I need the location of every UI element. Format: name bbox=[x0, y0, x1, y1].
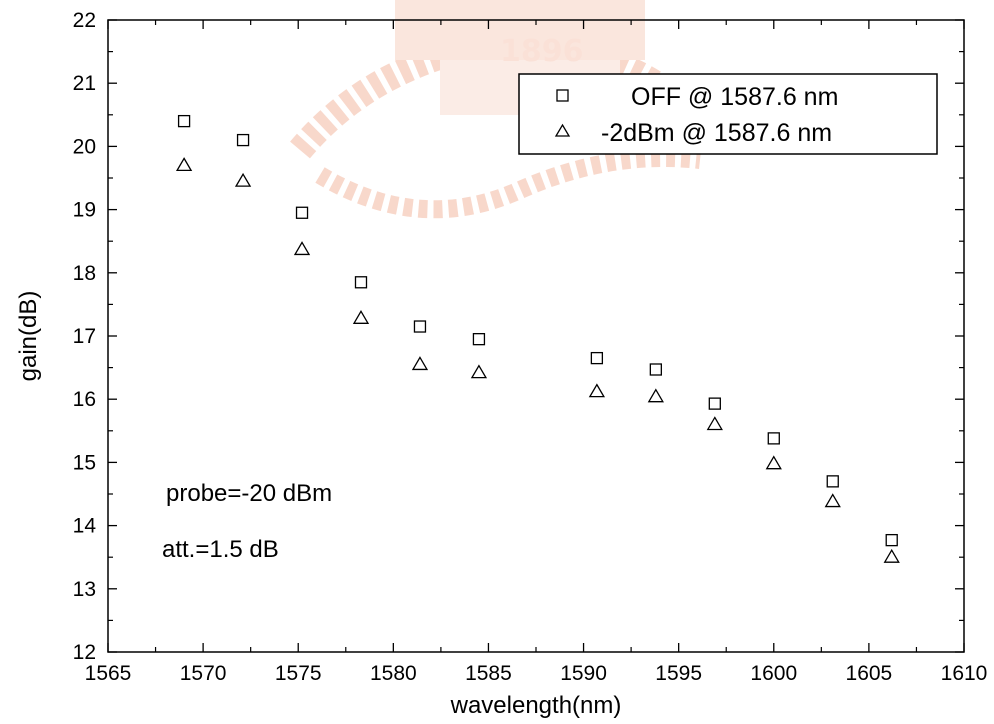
y-tick-label: 16 bbox=[73, 388, 96, 411]
triangle-data-point bbox=[175, 157, 193, 172]
triangle-data-point bbox=[352, 310, 370, 324]
triangle-data-point bbox=[706, 416, 723, 431]
square-data-point bbox=[295, 206, 309, 219]
annotation-probe: probe=-20 dBm bbox=[166, 480, 332, 507]
triangle-data-point bbox=[293, 241, 311, 256]
x-tick-label: 1575 bbox=[275, 662, 322, 685]
square-data-point bbox=[236, 133, 250, 147]
y-tick-label: 13 bbox=[73, 578, 96, 601]
y-axis-title: gain(dB) bbox=[15, 291, 42, 382]
y-tick-label: 14 bbox=[73, 515, 97, 538]
y-tick-label: 19 bbox=[73, 199, 96, 222]
x-tick-label: 1580 bbox=[370, 662, 417, 685]
annotation-att: att.=1.5 dB bbox=[162, 536, 279, 563]
legend-square-marker bbox=[556, 89, 569, 102]
triangle-data-point bbox=[647, 388, 664, 403]
triangle-data-point bbox=[883, 548, 900, 563]
y-tick-label: 21 bbox=[73, 72, 96, 95]
x-tick-label: 1590 bbox=[560, 662, 607, 685]
square-data-point bbox=[826, 475, 839, 488]
data-points bbox=[175, 114, 900, 563]
square-data-point bbox=[472, 333, 486, 346]
watermark-year: 1896 bbox=[500, 34, 584, 69]
y-tick-label: 18 bbox=[73, 262, 96, 285]
legend-triangle-marker bbox=[554, 123, 571, 137]
y-tick-label: 17 bbox=[73, 325, 96, 348]
legend-box bbox=[518, 73, 938, 155]
x-axis-title: wavelength(nm) bbox=[450, 692, 622, 719]
legend-label-2dbm: -2dBm @ 1587.6 nm bbox=[601, 119, 832, 147]
triangle-data-point bbox=[765, 455, 782, 470]
legend-label-off: OFF @ 1587.6 nm bbox=[631, 83, 838, 111]
y-tick-label: 22 bbox=[73, 9, 96, 32]
square-data-point bbox=[649, 363, 662, 376]
triangle-data-point bbox=[470, 364, 488, 379]
square-data-point bbox=[885, 533, 898, 547]
square-data-point bbox=[708, 397, 721, 410]
square-data-point bbox=[177, 114, 191, 128]
x-tick-label: 1585 bbox=[465, 662, 512, 685]
x-tick-label: 1595 bbox=[655, 662, 702, 685]
triangle-data-point bbox=[411, 356, 429, 371]
square-data-point bbox=[354, 276, 368, 289]
y-axis: 12 13 14 15 16 17 18 19 20 21 22 bbox=[73, 9, 964, 664]
y-tick-label: 12 bbox=[73, 641, 96, 664]
y-tick-label: 20 bbox=[73, 135, 96, 158]
x-tick-label: 1570 bbox=[180, 662, 227, 685]
y-tick-label: 15 bbox=[73, 451, 96, 474]
square-data-point bbox=[590, 351, 604, 365]
triangle-data-point bbox=[824, 493, 841, 508]
x-tick-label: 1605 bbox=[846, 662, 893, 685]
x-tick-label: 1565 bbox=[85, 662, 132, 685]
square-data-point bbox=[767, 432, 780, 445]
square-data-point bbox=[413, 320, 427, 333]
x-axis: 1565 1570 1575 1580 1585 1590 1595 1600 1605 1610 bbox=[85, 20, 988, 685]
triangle-data-point bbox=[234, 172, 252, 187]
x-tick-label: 1610 bbox=[941, 662, 988, 685]
triangle-data-point bbox=[588, 383, 606, 398]
x-tick-label: 1600 bbox=[750, 662, 797, 685]
legend: OFF @ 1587.6 nm -2dBm @ 1587.6 nm bbox=[518, 73, 938, 155]
